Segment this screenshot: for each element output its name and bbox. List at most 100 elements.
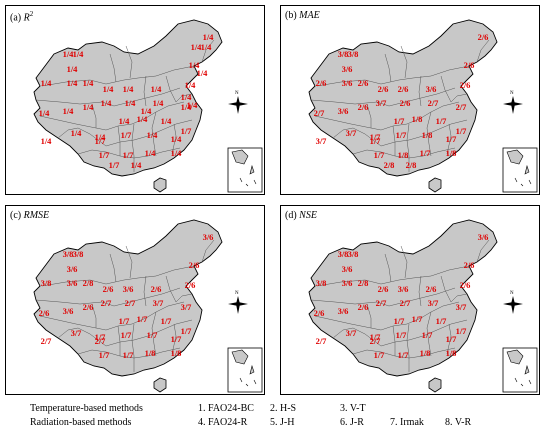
region-best-method-label: 1/7 (121, 330, 133, 340)
country-outline (308, 19, 498, 177)
inset-islands (506, 149, 532, 187)
region-best-method-label: 3/7 (376, 98, 388, 108)
region-best-method-label: 3/7 (71, 328, 83, 338)
country-outline (33, 19, 223, 177)
region-border (380, 65, 470, 85)
region-best-method-label: 2/8 (384, 160, 395, 170)
region-border (366, 303, 372, 328)
region-border (400, 45, 408, 79)
region-best-method-label: 3/8 (348, 249, 359, 259)
inset-islands (231, 149, 257, 187)
legend-method-6: 6. J-R (340, 417, 364, 428)
region-border (77, 147, 181, 159)
region-best-method-label: 1/7 (370, 132, 382, 142)
region-best-method-label: 1/4 (187, 100, 199, 110)
region-best-method-label: 2/6 (39, 308, 50, 318)
region-best-method-label: 1/7 (147, 330, 159, 340)
north-label: N (235, 291, 239, 296)
region-best-method-label: 1/7 (123, 150, 135, 160)
panel-d: N 3/8 3/8 3/6 3/8 3/6 2/8 2/6 3/6 2/6 2/6 3/6 2/6 2/6… (280, 205, 540, 395)
region-best-method-label: 1/4 (83, 78, 95, 88)
panel-c: N 3/8 3/8 3/6 3/8 3/6 2/8 2/6 3/6 2/6 2/6 3/6 2/6 2/6… (5, 205, 265, 395)
region-border (366, 103, 372, 128)
panel-metric: R (23, 12, 30, 24)
region-best-method-label: 3/6 (123, 284, 134, 294)
region-best-method-label: 1/8 (171, 348, 182, 358)
region-border (143, 275, 147, 307)
region-best-method-label: 3/8 (348, 49, 359, 59)
legend-method-1: 1. FAO24-BC (198, 403, 254, 414)
region-border (332, 127, 382, 147)
region-best-method-label: 2/6 (151, 284, 162, 294)
region-best-method-label: 3/8 (316, 278, 327, 288)
panel-metric: NSE (299, 210, 317, 221)
region-border (105, 265, 195, 285)
legend-row-radiation: Radiation-based methods 4. FAO24-R 5. J-… (30, 417, 540, 431)
region-best-method-label: 1/7 (398, 350, 410, 360)
region-best-method-label: 1/4 (95, 132, 107, 142)
region-best-method-label: 1/4 (63, 106, 75, 116)
north-arrow-icon: N (228, 91, 248, 114)
region-best-method-label: 3/7 (153, 298, 165, 308)
region-best-method-label: 1/4 (67, 78, 79, 88)
region-best-method-label: 1/7 (394, 116, 406, 126)
panel-letter: (b) (285, 10, 300, 21)
region-best-method-label: 2/6 (400, 98, 411, 108)
region-best-method-label: 1/7 (446, 134, 458, 144)
region-best-method-label: 2/8 (406, 160, 417, 170)
region-border (117, 325, 121, 356)
region-best-method-label: 1/8 (412, 114, 423, 124)
region-border (39, 115, 107, 131)
region-border (314, 315, 382, 331)
region-best-method-label: 2/6 (460, 80, 471, 90)
region-best-method-label: 2/7 (376, 298, 388, 308)
region-border (41, 279, 107, 287)
region-best-method-label: 1/4 (153, 98, 165, 108)
legend-radiation-title: Radiation-based methods (30, 417, 132, 428)
region-best-method-label: 1/7 (436, 116, 448, 126)
region-best-method-label: 1/4 (197, 68, 209, 78)
panel-b: N 3/8 3/8 3/6 2/6 3/6 2/6 2/6 2/6 3/6 2/6 2/6 2/6 2/7… (280, 5, 540, 195)
region-best-method-label: 1/4 (161, 116, 173, 126)
region-best-method-label: 1/7 (137, 314, 149, 324)
region-best-method-label: 1/4 (41, 78, 53, 88)
region-best-method-label: 3/6 (203, 232, 214, 242)
region-border (171, 123, 177, 155)
region-best-method-label: 1/7 (181, 326, 193, 336)
region-best-method-label: 3/6 (342, 264, 353, 274)
panel-metric: MAE (299, 10, 320, 21)
region-best-method-label: 2/6 (464, 260, 475, 270)
region-border (440, 275, 452, 303)
region-border (406, 323, 410, 372)
panel-metric: RMSE (23, 210, 50, 221)
region-best-method-label: 1/8 (420, 348, 431, 358)
region-best-method-label: 1/4 (39, 108, 51, 118)
region-best-method-label: 1/4 (125, 98, 137, 108)
region-best-method-label: 1/4 (185, 80, 197, 90)
north-label: N (510, 291, 514, 296)
region-border (113, 287, 181, 307)
region-border (316, 79, 382, 87)
region-border (418, 275, 422, 307)
region-border (440, 75, 452, 103)
region-best-method-label: 1/7 (456, 126, 468, 136)
region-best-method-label: 2/7 (41, 336, 53, 346)
legend-temperature-title: Temperature-based methods (30, 403, 143, 414)
region-border (476, 239, 490, 263)
panel-title: (a) R2 (10, 10, 33, 23)
region-best-method-label: 1/4 (83, 102, 95, 112)
region-border (105, 65, 195, 85)
region-best-method-label: 1/4 (203, 32, 215, 42)
region-best-method-label: 1/4 (67, 64, 79, 74)
region-best-method-label: 1/4 (71, 128, 83, 138)
panel-letter: (c) (10, 210, 24, 221)
region-best-method-label: 2/7 (456, 102, 468, 112)
china-map: N 3/8 3/8 3/6 2/6 3/6 2/6 2/6 2/6 3/6 2/6 2/6 2/6 2/7… (308, 19, 538, 193)
region-border (109, 53, 117, 83)
region-border (384, 53, 392, 83)
region-border (91, 103, 97, 128)
region-best-method-label: 3/7 (316, 136, 328, 146)
region-best-method-label: 1/8 (446, 348, 457, 358)
region-best-method-label: 1/7 (121, 130, 133, 140)
region-best-method-label: 3/6 (398, 284, 409, 294)
